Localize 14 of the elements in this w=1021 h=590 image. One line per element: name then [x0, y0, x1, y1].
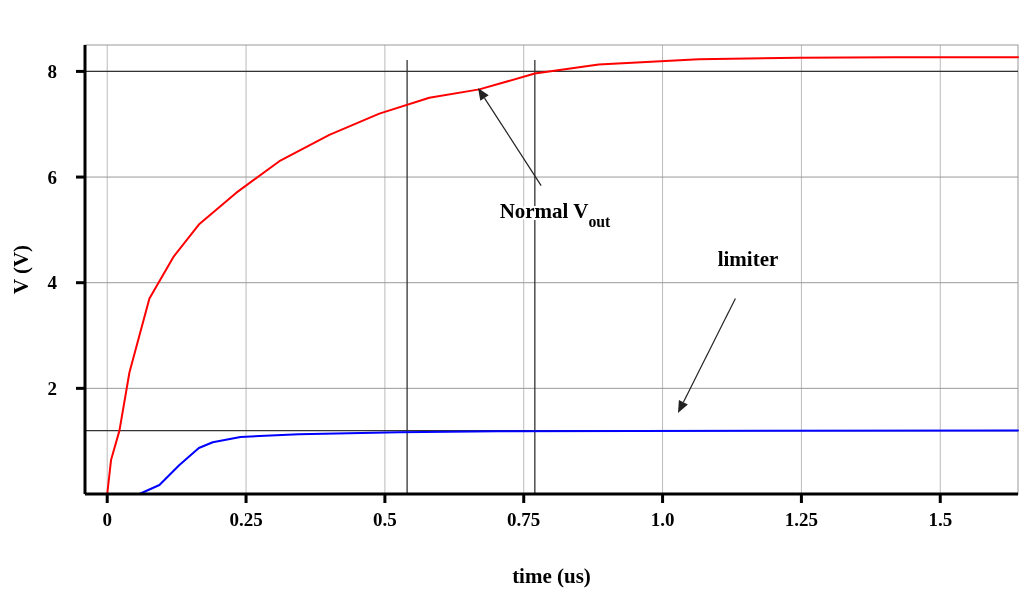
x-axis-title: time (us) — [512, 564, 591, 588]
annotation: limiter — [717, 247, 779, 271]
x-tick-label: 1.0 — [650, 509, 675, 530]
y-tick-label: 6 — [47, 166, 57, 188]
y-tick-label: 8 — [47, 61, 57, 83]
x-tick-label: 0.5 — [373, 509, 397, 530]
y-axis-title: V (V) — [9, 244, 33, 295]
y-tick-label: 2 — [47, 378, 57, 399]
x-tick-label: 0.25 — [229, 509, 263, 530]
y-tick-label: 4 — [47, 272, 58, 294]
x-tick-label: 1.25 — [784, 509, 819, 530]
x-tick-label: 1.5 — [928, 509, 953, 530]
x-tick-label: 0.75 — [507, 509, 541, 530]
x-tick-label: 0 — [102, 509, 112, 530]
